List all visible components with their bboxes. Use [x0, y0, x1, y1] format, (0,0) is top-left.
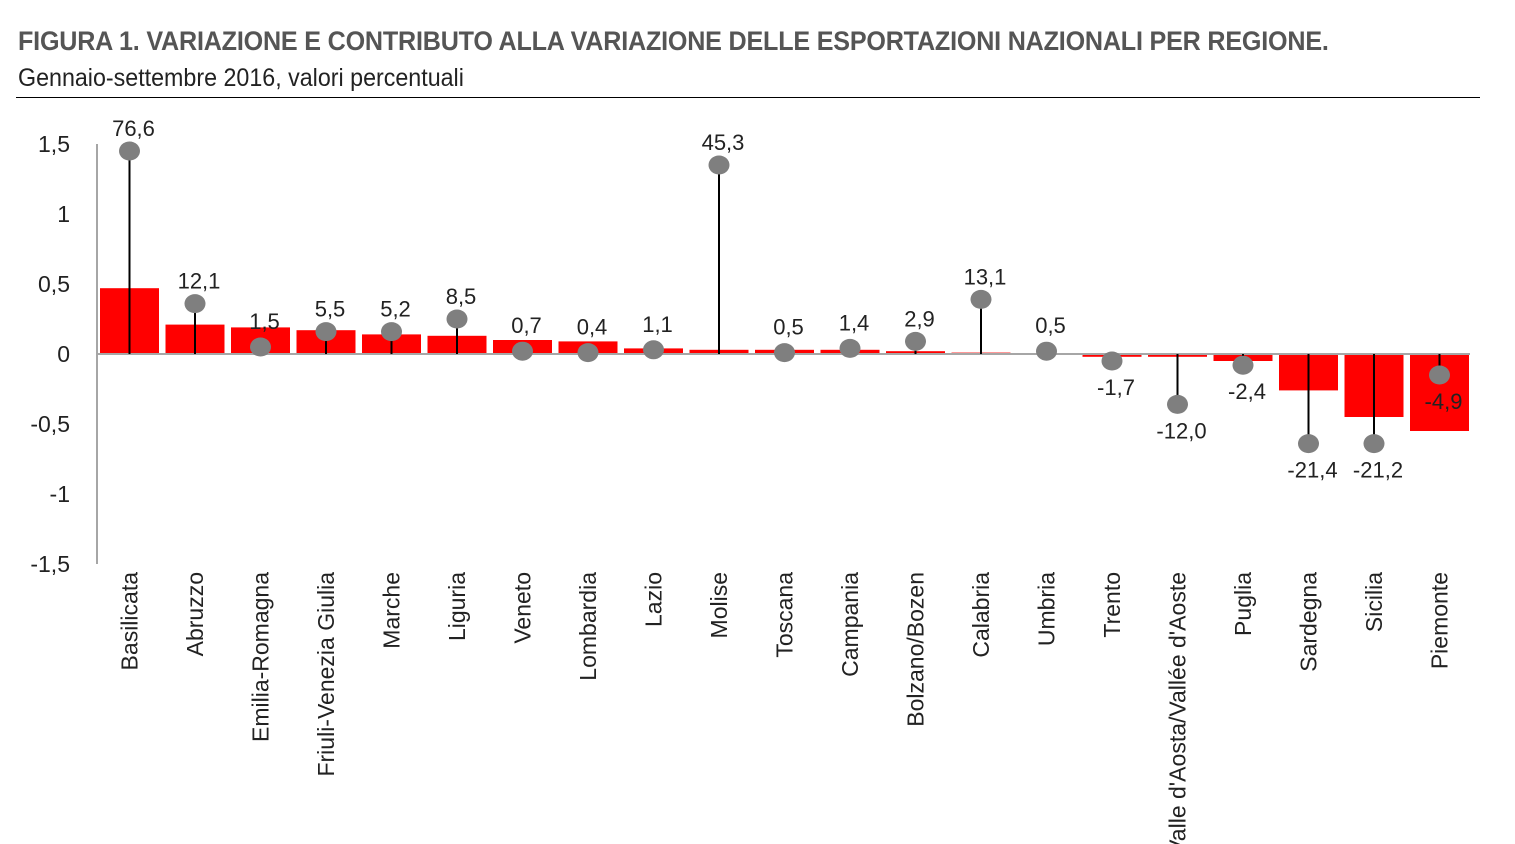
- x-tick-label: Trento: [1099, 572, 1125, 638]
- y-tick-label: -1: [50, 481, 70, 507]
- x-tick-label: Piemonte: [1427, 572, 1453, 669]
- y-tick-label: 1,5: [38, 131, 70, 157]
- x-tick-label: Toscana: [772, 572, 798, 658]
- x-tick-label: Bolzano/Bozen: [903, 572, 929, 727]
- y-tick-label: 1: [57, 201, 70, 227]
- marker-point: [446, 309, 468, 329]
- marker-point: [315, 322, 337, 342]
- chart-subtitle: Gennaio-settembre 2016, valori percentua…: [18, 64, 464, 92]
- stems-layer: [119, 141, 1450, 454]
- labels-layer: 76,6 12,1 1,5 5,5 5,2 8,5 0,7 0,4 1,1 45,3 0,5 1,4 2…: [112, 116, 1462, 483]
- data-label: 0,5: [773, 315, 804, 340]
- marker-point: [512, 341, 533, 361]
- x-tick-label: Valle d'Aosta/Vallée d'Aoste: [1165, 572, 1191, 844]
- x-tick-label: Sicilia: [1361, 572, 1387, 632]
- x-tick-label: Friuli-Venezia Giulia: [313, 572, 339, 777]
- y-tick-label: 0,5: [38, 271, 70, 297]
- marker-point: [970, 289, 992, 309]
- data-label: 12,1: [178, 269, 221, 294]
- marker-point: [250, 337, 271, 357]
- data-label: 13,1: [964, 264, 1007, 289]
- x-tick-label: Molise: [706, 572, 732, 638]
- data-label: 0,4: [577, 315, 608, 340]
- data-label: -2,4: [1228, 379, 1266, 404]
- marker-point: [708, 155, 730, 175]
- marker-point: [119, 141, 140, 161]
- x-tick-label: Abruzzo: [182, 572, 208, 656]
- x-tick-label: Sardegna: [1296, 572, 1322, 672]
- marker-point: [1101, 351, 1123, 371]
- marker-point: [905, 331, 926, 351]
- data-label: 2,9: [904, 306, 935, 331]
- marker-point: [1167, 394, 1188, 414]
- x-tick-label: Puglia: [1230, 572, 1256, 636]
- y-tick-label: 0: [57, 341, 70, 367]
- data-label: 45,3: [702, 130, 745, 155]
- data-label: -21,2: [1353, 458, 1403, 483]
- data-label: 8,5: [446, 284, 477, 309]
- marker-point: [1232, 355, 1254, 375]
- x-tick-label: Emilia-Romagna: [248, 572, 274, 742]
- data-label: 5,2: [380, 297, 411, 322]
- x-tick-label: Liguria: [444, 572, 470, 641]
- data-label: 0,5: [1035, 313, 1066, 338]
- x-tick-label: Campania: [837, 572, 863, 677]
- data-label: -21,4: [1287, 458, 1337, 483]
- y-tick-label: -1,5: [30, 551, 70, 577]
- y-tick-label: -0,5: [30, 411, 70, 437]
- data-label: 0,7: [511, 313, 542, 338]
- marker-point: [1363, 434, 1385, 454]
- title-divider: [16, 97, 1480, 98]
- data-label: 1,5: [249, 309, 280, 334]
- x-tick-label: Veneto: [510, 572, 536, 644]
- marker-point: [643, 340, 664, 360]
- marker-point: [774, 343, 795, 363]
- x-tick-label: Basilicata: [117, 572, 143, 671]
- marker-point: [839, 338, 861, 358]
- x-tick-label: Lazio: [641, 572, 667, 627]
- data-label: -1,7: [1097, 375, 1135, 400]
- data-label: 1,1: [642, 312, 673, 337]
- data-label: -4,9: [1425, 389, 1463, 414]
- marker-point: [184, 294, 206, 314]
- chart-title: FIGURA 1. VARIAZIONE E CONTRIBUTO ALLA V…: [18, 26, 1329, 56]
- marker-point: [1298, 434, 1319, 454]
- x-tick-label: Umbria: [1034, 572, 1060, 646]
- x-tick-label: Marche: [379, 572, 405, 649]
- data-label: 76,6: [112, 116, 155, 141]
- marker-point: [577, 343, 599, 363]
- marker-point: [1036, 341, 1057, 361]
- marker-point: [381, 322, 402, 342]
- x-tick-label: Calabria: [968, 572, 994, 658]
- axis-layer: 1,5 1 0,5 0 -0,5 -1 -1,5 Basilicata Abruzzo Emili…: [30, 131, 1470, 844]
- data-label: 5,5: [315, 297, 346, 322]
- data-label: 1,4: [839, 310, 870, 335]
- x-tick-label: Lombardia: [575, 572, 601, 681]
- data-label: -12,0: [1156, 418, 1206, 443]
- marker-point: [1429, 365, 1450, 385]
